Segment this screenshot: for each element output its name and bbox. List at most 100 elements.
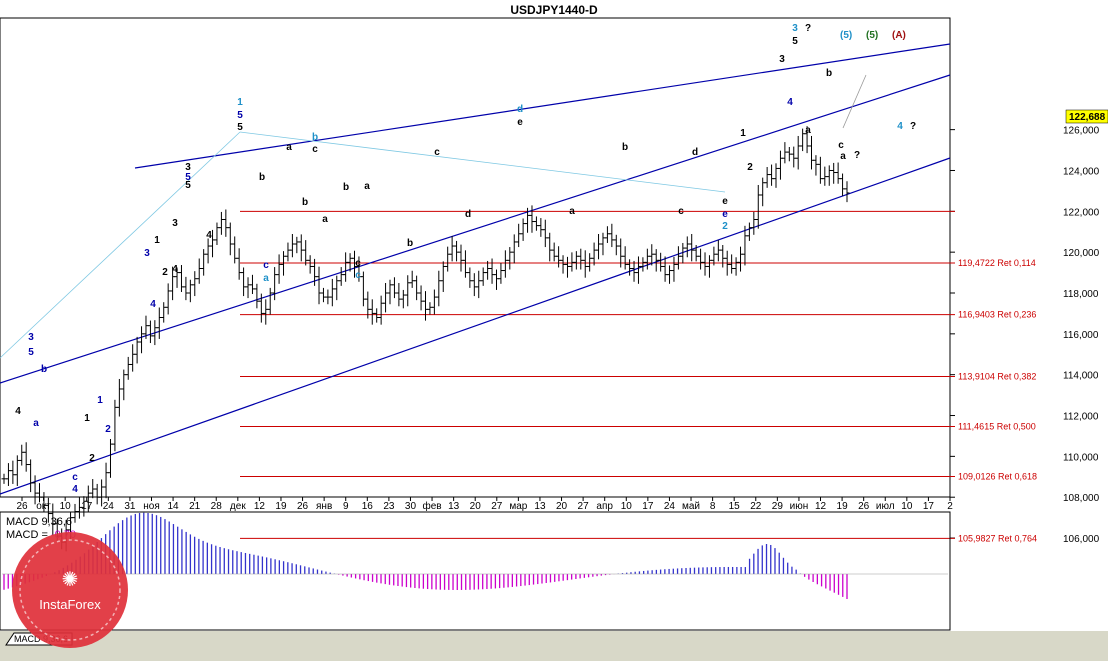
x-tick-label: 23	[383, 501, 395, 512]
ohlc-bar	[560, 255, 566, 274]
ohlc-bar	[334, 275, 340, 301]
projection-line	[842, 74, 867, 129]
ohlc-bar	[773, 163, 779, 188]
x-tick-label: 13	[534, 501, 546, 512]
ohlc-bar	[1, 473, 7, 484]
ohlc-bar	[684, 236, 690, 258]
price-bars	[1, 126, 850, 552]
wave-label: 5	[185, 180, 191, 191]
trend-channel	[0, 43, 951, 495]
x-tick-label: 17	[81, 501, 93, 512]
ohlc-bar	[644, 248, 650, 270]
wave-label: 3	[144, 248, 150, 259]
ohlc-bar	[378, 295, 384, 325]
wave-label: b	[622, 142, 628, 153]
ohlc-bar	[844, 181, 850, 203]
x-tick-label: 2	[947, 501, 953, 512]
ohlc-bar	[139, 326, 145, 354]
ohlc-bar	[822, 166, 828, 186]
x-axis: 26окт10172431ноя142128дек121926янв916233…	[16, 497, 953, 512]
wave-header-2: (5)	[866, 30, 878, 41]
ohlc-bar	[551, 242, 557, 262]
wave-label: c	[355, 270, 361, 281]
x-tick-label: 22	[750, 501, 762, 512]
ohlc-bar	[418, 285, 424, 311]
ohlc-bar	[294, 236, 300, 254]
wave-label: a	[322, 214, 328, 225]
ohlc-bar	[573, 251, 579, 270]
ohlc-bar	[516, 223, 522, 248]
y-tick-label: 110,000	[1063, 452, 1099, 463]
wave-label: 4	[897, 121, 903, 132]
ohlc-bar	[329, 278, 335, 307]
ohlc-bar	[391, 277, 397, 299]
ohlc-bar	[192, 271, 198, 297]
ohlc-bar	[23, 442, 29, 472]
wave-label: 1	[237, 97, 243, 108]
x-tick-label: дек	[230, 501, 246, 512]
ohlc-bar	[272, 267, 278, 301]
ohlc-bar	[214, 222, 220, 246]
fib-level-label: 105,9827 Ret 0,764	[958, 533, 1037, 543]
ohlc-bar	[383, 282, 389, 313]
ohlc-bar	[387, 279, 393, 305]
ohlc-bar	[689, 233, 695, 262]
wave-label: 1	[97, 395, 103, 406]
ohlc-bar	[720, 245, 726, 268]
ohlc-bar	[449, 236, 455, 262]
wave-label: 2	[105, 424, 111, 435]
ohlc-bar	[316, 266, 322, 305]
ohlc-bar	[165, 283, 171, 315]
ohlc-bar	[777, 150, 783, 180]
ohlc-bar	[400, 289, 406, 309]
chart-title: USDJPY1440-D	[510, 3, 598, 17]
wave-label: ?	[854, 150, 860, 161]
ohlc-bar	[640, 257, 646, 272]
wave-label: 4	[15, 406, 21, 417]
wave-label: 4	[787, 97, 793, 108]
wave-label: c	[312, 144, 318, 155]
wave-label: c	[838, 140, 844, 151]
x-tick-label: 17	[642, 501, 654, 512]
ohlc-bar	[578, 248, 584, 270]
ohlc-bar	[542, 219, 548, 248]
ohlc-bar	[569, 252, 575, 272]
x-tick-label: 15	[729, 501, 741, 512]
ohlc-bar	[835, 162, 841, 184]
ohlc-bar	[746, 222, 752, 241]
ohlc-bar	[813, 155, 819, 176]
ohlc-bar	[263, 299, 269, 325]
ohlc-bar	[507, 247, 513, 270]
x-tick-label: 27	[578, 501, 590, 512]
ohlc-bar	[28, 459, 34, 493]
x-tick-label: апр	[596, 501, 613, 512]
ohlc-bar	[635, 256, 641, 284]
wave-label: 5	[237, 110, 243, 121]
ohlc-bar	[156, 307, 162, 339]
ohlc-bar	[489, 258, 495, 284]
wave-label: 5	[792, 36, 798, 47]
ohlc-bar	[94, 483, 100, 505]
ohlc-bar	[600, 232, 606, 256]
ohlc-bar	[14, 455, 20, 486]
ohlc-bar	[786, 146, 792, 162]
ohlc-bar	[582, 250, 588, 278]
ohlc-bar	[706, 255, 712, 278]
x-tick-label: июл	[876, 501, 895, 512]
y-tick-label: 108,000	[1063, 493, 1100, 504]
ohlc-bar	[112, 399, 118, 452]
ohlc-bar	[5, 463, 11, 486]
ohlc-bar	[414, 275, 420, 301]
ohlc-bar	[423, 291, 428, 321]
wave-label: c	[355, 258, 361, 269]
logo-text: InstaForex	[39, 597, 101, 612]
ohlc-bar	[121, 369, 127, 401]
x-tick-label: 20	[470, 501, 482, 512]
x-tick-label: 9	[343, 501, 349, 512]
y-tick-label: 116,000	[1063, 330, 1099, 341]
ohlc-bar	[760, 177, 766, 207]
ohlc-bar	[227, 222, 233, 256]
channel-lower-line	[0, 157, 951, 495]
ohlc-bar	[520, 218, 526, 241]
fib-level-label: 113,9104 Ret 0,382	[958, 372, 1036, 382]
